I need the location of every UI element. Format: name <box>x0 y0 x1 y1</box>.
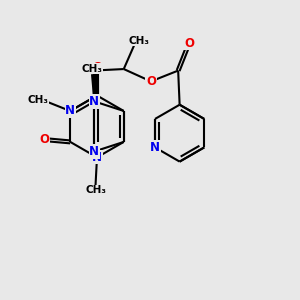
Text: N: N <box>89 95 99 108</box>
Text: N: N <box>150 141 160 154</box>
Text: CH₃: CH₃ <box>85 185 106 196</box>
Text: O: O <box>39 133 49 146</box>
Text: N: N <box>89 145 99 158</box>
Text: CH₃: CH₃ <box>82 64 103 74</box>
Text: O: O <box>146 75 156 88</box>
Text: CH₃: CH₃ <box>128 36 149 46</box>
Text: N: N <box>65 104 75 118</box>
Text: O: O <box>92 61 102 74</box>
Text: N: N <box>92 151 102 164</box>
Text: CH₃: CH₃ <box>27 95 48 105</box>
Text: O: O <box>184 37 194 50</box>
